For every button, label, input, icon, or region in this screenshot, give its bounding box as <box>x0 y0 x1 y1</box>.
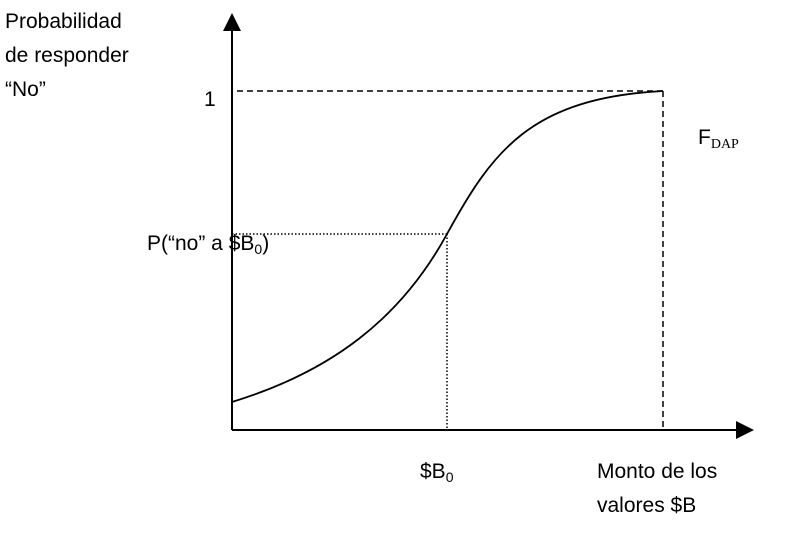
y-label-2: de responder <box>5 44 129 67</box>
y-label-3: “No” <box>5 78 46 101</box>
x-marker: $B0 <box>420 460 454 485</box>
x-label-2: valores $B <box>597 494 696 517</box>
y-label-1: Probabilidad <box>5 10 122 33</box>
curve <box>231 90 664 403</box>
x-label-1: Monto de los <box>597 460 717 483</box>
marker-label-sub: 0 <box>254 241 262 257</box>
marker-label-prefix: P(“no” a $B <box>147 232 254 255</box>
x-marker-main: $B <box>420 460 446 483</box>
curve-label: FDAP <box>698 126 739 152</box>
curve-label-sub: DAP <box>711 137 739 152</box>
tick-one: 1 <box>204 88 216 111</box>
marker-label: P(“no” a $B0) <box>147 232 269 257</box>
curve-label-main: F <box>698 126 711 149</box>
x-marker-sub: 0 <box>446 469 454 485</box>
marker-label-suffix: ) <box>262 232 269 255</box>
